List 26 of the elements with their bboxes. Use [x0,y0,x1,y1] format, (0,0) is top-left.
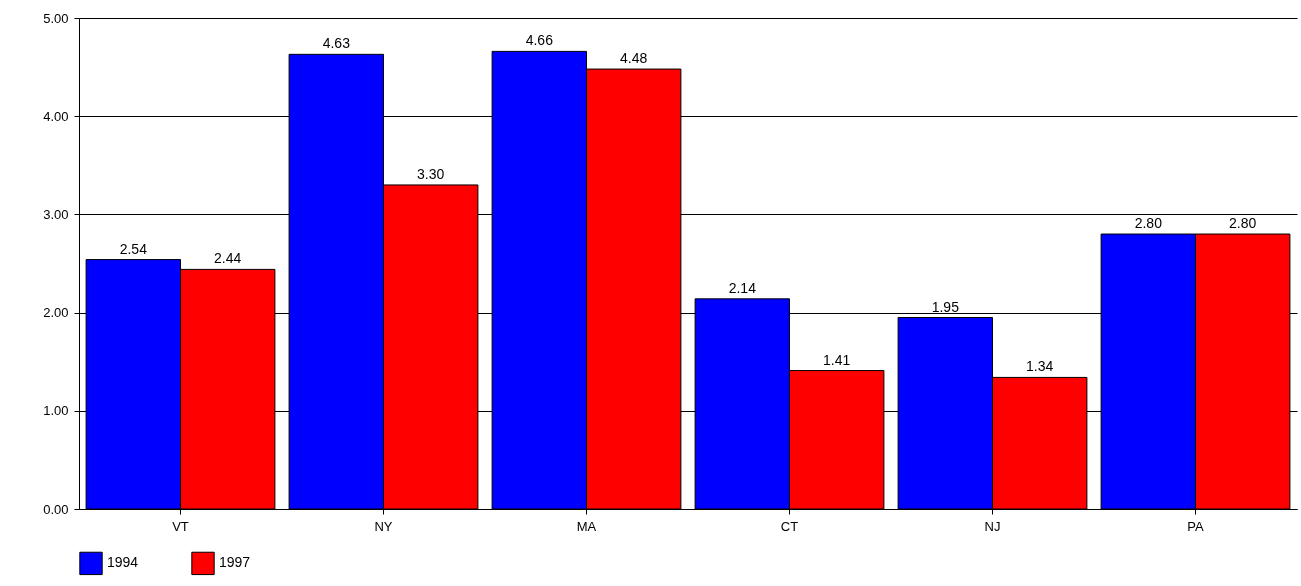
x-tick-label: CT [780,518,799,534]
data-label: 2.14 [728,279,757,296]
x-tick-label: MA [576,518,597,534]
legend-label: 1997 [219,554,251,571]
data-label: 2.80 [1134,215,1163,232]
x-tick-label: PA [1187,518,1205,534]
y-tick-label: 5.00 [43,10,69,26]
data-label: 3.30 [417,165,445,182]
data-label: 2.44 [214,250,242,267]
x-tick-label: NJ [984,518,1001,534]
y-tick-label: 1.00 [43,403,69,419]
data-label: 1.95 [931,298,960,315]
y-tick-label: 4.00 [43,108,69,124]
y-tick-label: 0.00 [43,501,69,517]
x-tick-label: NY [374,518,393,534]
data-label: 2.80 [1229,215,1257,232]
y-tick-label: 2.00 [43,305,69,321]
legend-label: 1994 [107,554,139,571]
y-tick-label: 3.00 [43,206,69,222]
x-tick-label: VT [172,518,189,534]
data-label: 2.54 [119,240,148,257]
data-label: 1.34 [1026,358,1054,375]
data-label: 4.48 [620,50,648,67]
data-label: 1.41 [823,351,851,368]
data-label: 4.66 [525,32,554,49]
data-label: 4.63 [322,35,351,52]
